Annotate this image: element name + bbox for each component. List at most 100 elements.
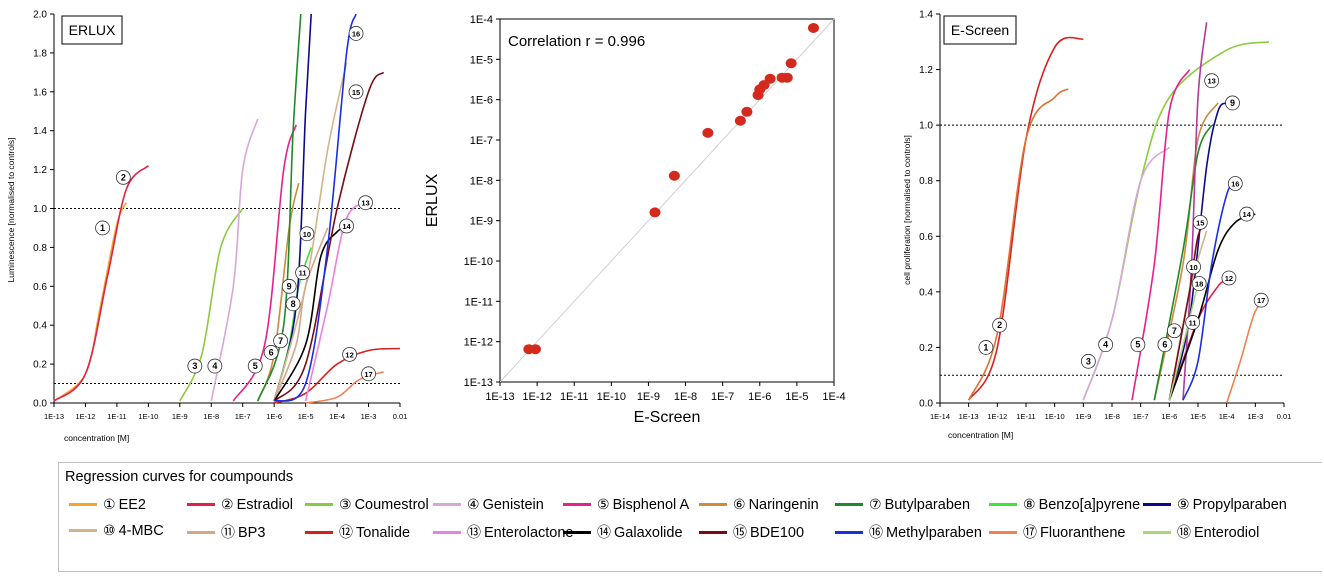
curve-13 [1182,22,1208,401]
x-tick-label: 1E-4 [329,412,345,421]
curve-label-circle [358,195,373,211]
legend-swatch [305,530,333,534]
x-tick-label: 1E-7 [711,391,734,403]
x-tick-label: 1E-5 [1190,412,1206,421]
legend-swatch [699,530,727,534]
legend-number: ⑬ [467,524,481,540]
data-point [668,170,680,181]
x-tick-label: 1E-9 [1075,412,1091,421]
curve-label-circle [342,346,358,362]
legend-swatch [699,502,727,506]
curve-label: 14 [342,222,351,231]
legend-label: Fluoranthene [1040,525,1126,541]
y-tick-label: 0.2 [919,343,933,354]
legend-label: Coumestrol [354,497,429,513]
legend-item: ⑱ Enterodiol [1143,522,1259,542]
x-tick-label: 1E-3 [361,412,377,421]
curve-14 [273,227,347,402]
x-tick-label: 1E-11 [107,412,126,421]
legend-item: ⑫ Tonalide [305,522,410,542]
curve-label-circle [187,358,203,374]
x-tick-label: 0.01 [1277,412,1292,421]
chart-title-box [943,15,1017,45]
curve-label: 1 [983,342,988,352]
data-point [741,106,753,117]
curve-label-circle [95,220,110,236]
curve-16 [1182,182,1236,401]
curve-label: 8 [291,299,296,309]
legend-item: ① EE2 [69,496,146,513]
curve-label-circle [1080,353,1096,369]
legend-number: ④ [467,496,480,512]
x-tick-label: 1E-8 [674,391,697,403]
curve-label-circle [361,366,376,382]
x-tick-label: 1E-11 [560,391,589,403]
curve-label: 13 [1208,77,1216,86]
x-tick-label: 1E-9 [172,412,188,421]
y-axis-label: cell proliferation [normalised to contro… [904,135,912,285]
curve-label-circle [992,317,1008,333]
legend-label: Methylparaben [886,525,982,541]
curve-label-circle [273,333,289,349]
data-point [702,127,714,138]
legend-item: ⑭ Galaxolide [563,522,683,542]
legend-item: ⑦ Butylparaben [835,496,970,513]
curve-12 [1168,279,1228,401]
curve-label: 6 [1162,340,1167,350]
curve-label-circle [978,340,994,355]
legend-number: ③ [339,496,352,512]
legend-item: ③ Coumestrol [305,496,429,513]
legend-item: ⑮ BDE100 [699,522,804,542]
curve-2 [967,88,1069,401]
legend-swatch [187,502,215,506]
curve-13 [304,201,369,402]
correlation-chart: 1E-13 1E-12 1E-11 1E-10 1E-9 1E-8 1E-7 1E-6 1E-5… [424,14,846,426]
curve-label: 7 [1172,326,1177,336]
y-axis-label: ERLUX [424,174,441,228]
legend-item: ⑰ Fluoranthene [989,522,1125,542]
legend-swatch [835,502,863,506]
legend-swatch [69,502,97,506]
legend-swatch [1143,502,1171,506]
x-tick-label: 1E-14 [930,412,950,421]
x-tick-label: 1E-8 [1104,412,1120,421]
y-tick-label: 2.0 [33,10,47,21]
curve-label: 12 [1225,274,1233,283]
legend-number: ① [103,496,116,512]
data-point [785,58,797,69]
legend-swatch [989,502,1017,506]
y-axis-label: Luminescence [normalised to controls] [6,137,16,282]
legend-label: Estradiol [236,497,293,513]
y-tick-label: 0.6 [919,232,933,243]
legend-label: Propylparaben [1192,497,1287,513]
legend-number: ⑩ [103,522,116,538]
data-point [734,115,746,126]
data-point [649,207,661,218]
legend-swatch [433,530,461,534]
data-point [807,22,819,33]
curve-label: 6 [269,347,274,357]
curve-label: 15 [1196,218,1204,227]
legend-number: ⑫ [339,524,353,540]
legend-label: BDE100 [750,525,805,541]
x-tick-label: 1E-8 [203,412,219,421]
legend-swatch [563,502,591,506]
curve-label: 10 [303,230,311,239]
data-point [781,72,793,83]
curve-label-circle [1191,276,1207,291]
curve-label: 4 [212,361,217,371]
x-axis-label: concentration [M] [64,433,129,443]
legend-item: ⑯ Methylparaben [835,522,982,542]
curve-label: 9 [1230,98,1235,108]
curve-label: 5 [253,361,258,371]
curve-label-circle [1227,176,1243,191]
x-tick-label: 1E-6 [748,391,771,403]
legend-number: ⑦ [869,496,882,512]
curve-label: 17 [364,370,372,379]
curve-label-circle [348,84,364,100]
y-tick-label: 1E-8 [470,175,493,187]
legend-number: ⑮ [733,524,747,540]
curve-label: 15 [352,88,360,97]
curve-label: 7 [278,336,283,346]
chart-title: E-Screen [951,22,1009,38]
